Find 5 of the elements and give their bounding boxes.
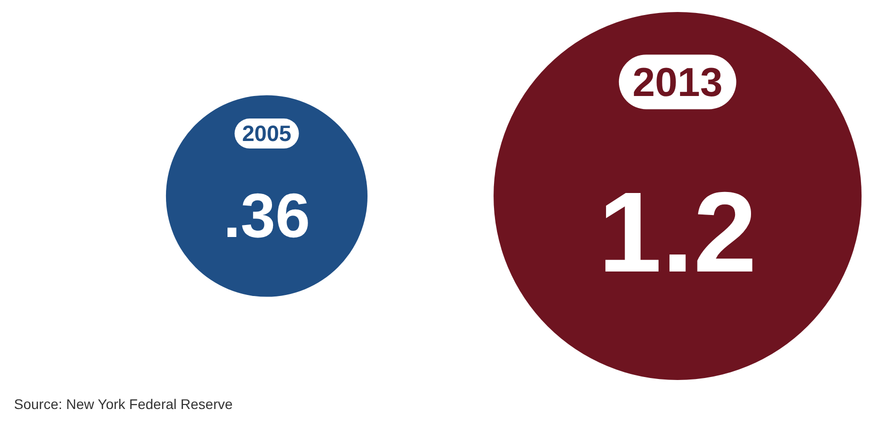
category-label: 2005 <box>242 121 292 146</box>
data-label: 1.2 <box>598 169 757 296</box>
source-note: Source: New York Federal Reserve <box>14 396 233 412</box>
data-label: .36 <box>223 181 310 252</box>
category-label: 2013 <box>632 58 723 105</box>
